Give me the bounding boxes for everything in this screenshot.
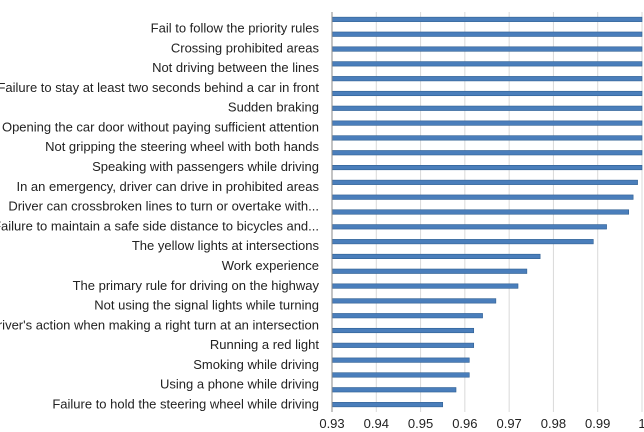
bar <box>331 253 541 259</box>
category-label: Running a red light <box>210 337 320 352</box>
category-label: The yellow lights at intersections <box>132 238 320 253</box>
bars <box>331 16 643 408</box>
bar <box>331 150 643 156</box>
category-label: In an emergency, driver can drive in pro… <box>16 179 319 194</box>
category-label: Failure to hold the steering wheel while… <box>52 397 319 412</box>
category-label: Crossing prohibited areas <box>171 40 320 55</box>
bar <box>331 61 643 67</box>
category-label: Fail to follow the priority rules <box>151 21 320 36</box>
bar <box>331 283 519 289</box>
bar <box>331 135 643 141</box>
bar <box>331 402 444 408</box>
x-tick-label: 0.97 <box>496 416 521 431</box>
category-label: Failure to maintain a safe side distance… <box>0 218 319 233</box>
category-label: Not driving between the lines <box>152 60 319 75</box>
x-tick-label: 0.99 <box>585 416 610 431</box>
bar <box>331 209 630 215</box>
bar <box>331 31 643 37</box>
bar <box>331 194 634 200</box>
bar <box>331 387 457 393</box>
bar <box>331 327 475 334</box>
bar <box>331 90 643 97</box>
category-label: Opening the car door without paying suff… <box>2 119 319 134</box>
bar <box>331 120 643 126</box>
category-label: The primary rule for driving on the high… <box>73 278 320 293</box>
bar <box>331 298 497 304</box>
bar <box>331 46 643 52</box>
category-label: Using a phone while driving <box>160 377 319 392</box>
bar <box>331 105 643 111</box>
bar <box>331 372 470 378</box>
category-label: Driver's action when making a right turn… <box>0 317 319 332</box>
category-label: Not using the signal lights while turnin… <box>94 298 319 313</box>
x-tick-labels: 0.93 0.94 0.95 0.96 0.97 0.98 0.99 1 <box>319 416 644 431</box>
x-tick-label: 0.94 <box>364 416 389 431</box>
x-tick-label: 0.95 <box>408 416 433 431</box>
bar <box>331 224 607 230</box>
category-label: Smoking while driving <box>193 357 319 372</box>
category-label: Failure to stay at least two seconds beh… <box>0 80 319 95</box>
x-tick-label: 0.93 <box>319 416 344 431</box>
bar <box>331 165 643 171</box>
category-label: Sudden braking <box>228 100 319 115</box>
category-labels: Fail to follow the priority rules Crossin… <box>0 21 320 412</box>
category-label: Not gripping the steering wheel with bot… <box>45 139 319 154</box>
bar <box>331 357 470 363</box>
bar <box>331 268 528 274</box>
category-label: Work experience <box>222 258 319 273</box>
bar <box>331 76 643 82</box>
bar <box>331 16 643 22</box>
x-tick-label: 0.96 <box>452 416 477 431</box>
x-tick-label: 0.98 <box>541 416 566 431</box>
category-label: Speaking with passengers while driving <box>92 159 319 174</box>
bar <box>331 313 483 319</box>
x-tick-label: 1 <box>638 416 644 431</box>
category-label: Driver can crossbroken lines to turn or … <box>8 199 319 214</box>
bar <box>331 239 594 245</box>
bar <box>331 179 638 185</box>
bar <box>331 342 475 348</box>
